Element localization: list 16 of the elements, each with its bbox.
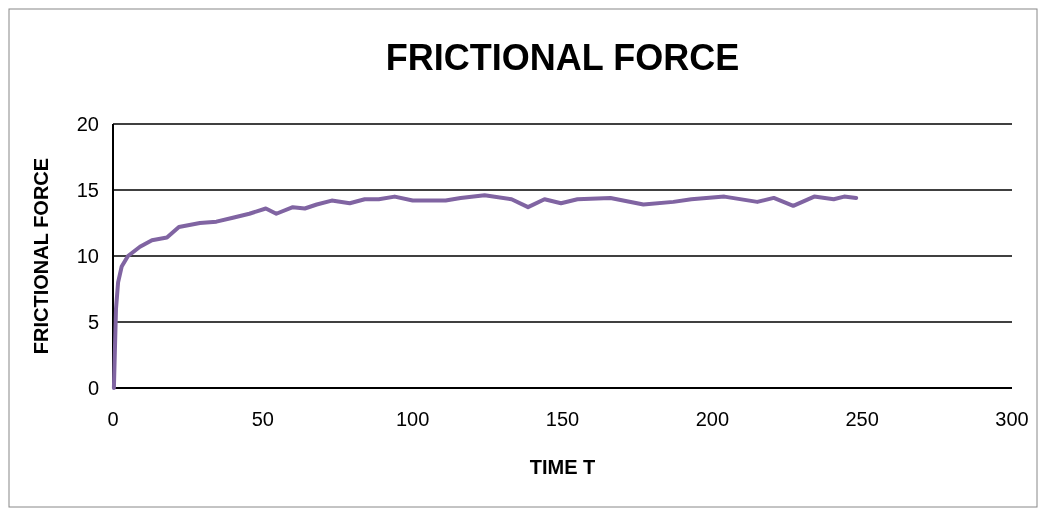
x-tick-label: 250 [845,408,879,430]
x-tick-label: 50 [251,408,274,430]
y-tick-label: 10 [76,245,99,267]
y-axis-title: FRICTIONAL FORCE [30,157,52,355]
line-series [111,193,859,390]
y-tick-label: 20 [76,113,99,135]
x-tick-label: 300 [995,408,1029,430]
x-tick-label: 0 [107,408,119,430]
x-tick-label: 200 [695,408,730,430]
chart-title: FRICTIONAL FORCE [385,37,740,78]
x-axis-title: TIME T [529,456,596,478]
x-tick-label: 100 [395,408,430,430]
y-tick-label: 5 [87,311,99,333]
y-tick-label: 15 [76,179,99,201]
x-tick-label: 150 [545,408,580,430]
y-tick-label: 0 [87,377,99,399]
